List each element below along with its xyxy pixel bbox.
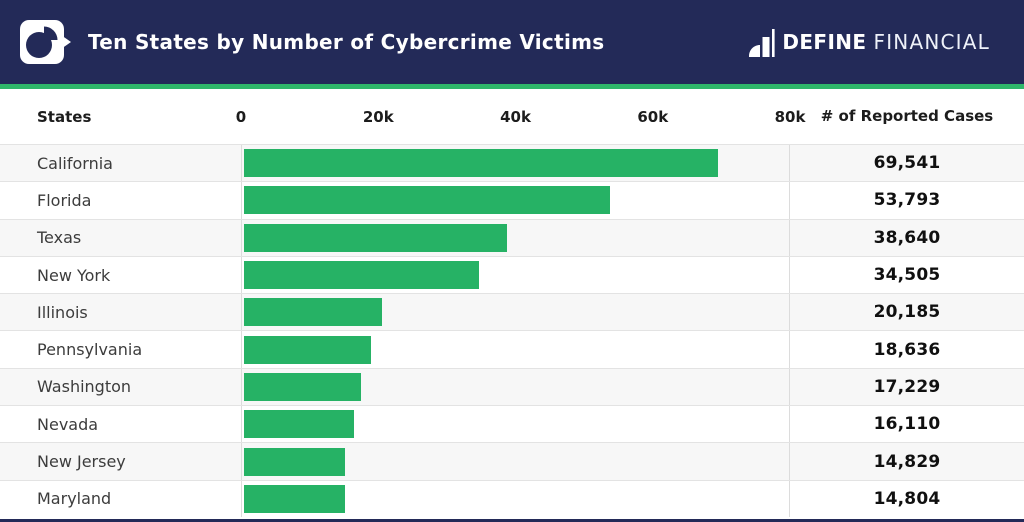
brand-wordmark: DEFINE FINANCIAL <box>749 27 990 58</box>
table-row: Maryland 14,804 <box>0 479 1024 517</box>
table-row: New Jersey 14,829 <box>0 442 1024 480</box>
x-tick-40k: 40k <box>500 107 531 126</box>
bar-chart-icon <box>749 28 775 57</box>
cases-value: 38,640 <box>873 227 941 248</box>
state-label: Washington <box>37 377 132 397</box>
table-row: New York 34,505 <box>0 255 1024 294</box>
bar <box>244 372 362 401</box>
bottom-border <box>0 519 1024 522</box>
cases-column-header: # of Reported Cases <box>820 106 994 125</box>
bar <box>244 186 611 215</box>
bar <box>244 484 345 513</box>
bar-cell <box>241 182 790 219</box>
state-label: California <box>37 153 113 173</box>
states-column-header: States <box>37 107 92 126</box>
state-label: Maryland <box>37 489 112 509</box>
chart-title: Ten States by Number of Cybercrime Victi… <box>88 30 605 54</box>
cases-value: 14,804 <box>873 488 941 509</box>
cases-value: 69,541 <box>873 153 941 174</box>
x-tick-20k: 20k <box>362 107 394 126</box>
bar-cell <box>241 294 790 331</box>
x-tick-80k: 80k <box>774 107 806 126</box>
bar-cell <box>241 256 790 294</box>
table-rows: California 69,541 Florida 53,793 Texas 3… <box>0 144 1024 517</box>
table-row: Florida 53,793 <box>0 181 1024 219</box>
state-label: New Jersey <box>37 452 126 472</box>
table-row: Nevada 16,110 <box>0 405 1024 443</box>
bar-cell <box>241 480 790 517</box>
bar <box>244 261 480 290</box>
bar-cell <box>241 443 790 480</box>
x-tick-60k: 60k <box>637 107 669 126</box>
table-row: Washington 17,229 <box>0 367 1024 406</box>
accent-divider <box>0 84 1024 89</box>
bar <box>244 298 382 327</box>
pie-chart-logo-icon <box>20 20 71 64</box>
bar <box>244 335 371 364</box>
bar-cell <box>241 406 790 443</box>
cases-value: 53,793 <box>873 190 941 211</box>
bar <box>244 410 354 439</box>
brand-name-define: DEFINE <box>782 30 867 54</box>
table-row: Illinois 20,185 <box>0 293 1024 331</box>
cases-value: 34,505 <box>873 265 941 286</box>
cases-value: 20,185 <box>873 302 941 323</box>
state-label: Illinois <box>37 302 88 322</box>
table-row: California 69,541 <box>0 144 1024 182</box>
table-row: Texas 38,640 <box>0 218 1024 256</box>
bar-cell <box>241 368 790 406</box>
table-row: Pennsylvania 18,636 <box>0 330 1024 368</box>
table-header: States 0 20k 40k 60k 80k # of Reported C… <box>0 89 1024 144</box>
cases-value: 18,636 <box>873 339 941 360</box>
bar-cell <box>241 331 790 368</box>
state-label: Florida <box>37 190 92 210</box>
cases-value: 17,229 <box>873 376 941 397</box>
header-bar: Ten States by Number of Cybercrime Victi… <box>0 0 1024 84</box>
state-label: Nevada <box>37 414 99 434</box>
bar <box>244 447 346 476</box>
brand-name-financial: FINANCIAL <box>873 30 990 54</box>
x-axis: 0 20k 40k 60k 80k <box>236 89 806 144</box>
cases-value: 16,110 <box>873 414 941 435</box>
cases-value: 14,829 <box>873 451 941 472</box>
x-tick-0: 0 <box>235 107 247 126</box>
bar-cell <box>241 145 790 182</box>
state-label: Pennsylvania <box>37 340 143 360</box>
bar <box>244 149 718 178</box>
bar <box>244 223 508 252</box>
bar-cell <box>241 219 790 256</box>
state-label: Texas <box>37 228 82 248</box>
bottom-spacer <box>0 517 1024 519</box>
state-label: New York <box>37 265 111 285</box>
